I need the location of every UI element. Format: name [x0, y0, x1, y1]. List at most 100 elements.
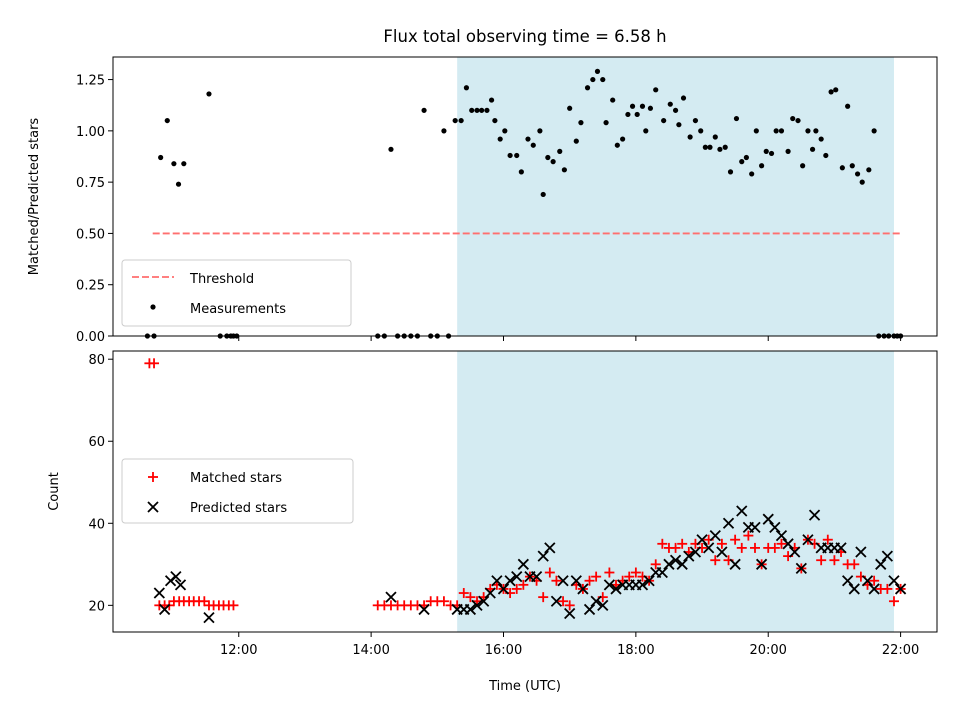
measurement-point [778, 128, 785, 134]
measurement-point [518, 169, 524, 175]
predicted-star-point [689, 546, 702, 558]
cross-b [861, 575, 874, 587]
measurement-point [667, 101, 673, 107]
measurement-point [537, 128, 543, 134]
predicted-star-point [848, 583, 860, 595]
predicted-star-point [418, 603, 430, 616]
cross-b [894, 583, 907, 595]
measurement-point [463, 85, 470, 91]
matched-star-point [716, 538, 727, 549]
cross-b [537, 550, 549, 562]
matched-star-point [882, 583, 893, 594]
predicted-star-point [676, 558, 688, 570]
measurement-point [839, 165, 845, 171]
predicted-star-point [749, 521, 761, 534]
measurement-point [620, 136, 626, 142]
measurement-point [702, 144, 708, 150]
matched-star-point [584, 575, 595, 586]
measurement-point [625, 111, 631, 118]
count-y-axis: 20 40 60 80 [88, 353, 113, 614]
matched-star-point [228, 600, 239, 611]
ratio-y-axis-label: Matched/Predicted stars [27, 118, 42, 276]
measurement-point [603, 120, 609, 126]
measurement-point [629, 103, 636, 109]
predicted-star-point [683, 550, 695, 562]
cross-b [550, 595, 563, 607]
measurement-point [388, 146, 394, 152]
predicted-star-point [577, 583, 589, 595]
cross-b [636, 579, 649, 591]
measurement-point [759, 163, 765, 169]
measurement-point [809, 146, 816, 152]
y-tick-label: 80 [88, 353, 105, 368]
cross-b [158, 603, 171, 616]
measurement-point [790, 115, 796, 122]
measurement-point [175, 181, 182, 187]
cross-b [610, 583, 622, 595]
measurement-point [818, 136, 824, 142]
count-legend: Matched stars Predicted stars [121, 458, 354, 524]
cross-b [530, 570, 543, 583]
measurement-point [795, 117, 801, 124]
predicted-star-point [729, 558, 741, 570]
measurement-point [687, 134, 693, 140]
measurement-point [206, 91, 212, 97]
predicted-star-point [894, 583, 907, 595]
cross-b [676, 558, 688, 570]
cross-b [716, 546, 728, 558]
predicted-star-point [170, 570, 182, 583]
cross-b [842, 575, 854, 587]
count-panel-frame [112, 350, 938, 633]
cross-b [153, 587, 165, 599]
y-tick-label: 60 [88, 435, 105, 450]
predicted-star-point [775, 529, 788, 542]
predicted-star-point [583, 603, 596, 616]
measurement-point [866, 167, 872, 173]
predicted-star-point [544, 542, 556, 554]
measurement-point [573, 138, 579, 144]
predicted-star-point [464, 603, 477, 616]
measurement-point [441, 128, 447, 134]
cross-b [736, 505, 748, 517]
predicted-star-point [385, 591, 397, 603]
measurement-point [561, 167, 567, 173]
measurement-point [805, 128, 811, 134]
cross-b [590, 595, 602, 607]
cross-b [868, 583, 880, 595]
measurement-point [514, 152, 520, 159]
matched-star-point [736, 542, 747, 553]
cross-b [203, 612, 215, 624]
cross-b [663, 558, 675, 570]
cross-b [517, 558, 529, 570]
matched-star-point [869, 575, 880, 586]
measurement-point [813, 128, 819, 134]
measurement-point [763, 148, 769, 154]
predicted-star-point [808, 509, 821, 521]
observing-window-shade [457, 351, 894, 632]
predicted-star-point [174, 579, 187, 591]
count-marks [144, 358, 907, 624]
matched-star-point [888, 596, 899, 607]
y-tick-label: 20 [88, 599, 105, 614]
legend-measurement-swatch [150, 304, 156, 310]
measurement-point [800, 163, 806, 169]
predicted-star-point [663, 558, 675, 570]
legend-box [121, 259, 352, 327]
cross-b [484, 587, 496, 599]
measurement-point [452, 117, 458, 124]
predicted-star-point [564, 607, 576, 620]
cross-b [656, 566, 668, 579]
legend-matched-swatch [148, 472, 158, 482]
measurement-point [550, 159, 556, 165]
measurement-point [707, 144, 713, 150]
measurement-point [753, 128, 759, 134]
predicted-star-point [484, 587, 496, 599]
y-tick-label: 0.75 [76, 176, 105, 191]
chart-title: Flux total observing time = 6.58 h [383, 27, 666, 46]
cross-b [583, 603, 596, 616]
cross-b [491, 575, 503, 587]
predicted-star-point [530, 570, 543, 583]
cross-b [577, 583, 589, 595]
matched-star-point [630, 567, 641, 578]
predicted-star-point [795, 562, 807, 575]
